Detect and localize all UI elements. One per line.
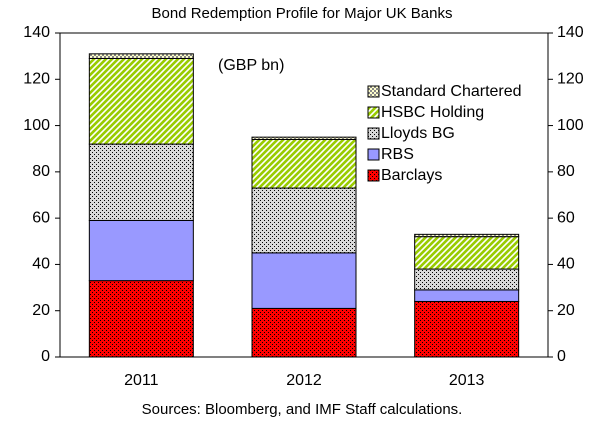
bar-segment — [251, 187, 357, 254]
legend-swatch — [367, 85, 380, 98]
source-note: Sources: Bloomberg, and IMF Staff calcul… — [142, 401, 463, 418]
bar-segment — [251, 136, 357, 140]
y-tick-label: 40 — [32, 256, 50, 273]
y-tick-label: 140 — [23, 24, 50, 41]
chart-title: Bond Redemption Profile for Major UK Ban… — [152, 5, 453, 22]
y2-tick-label: 120 — [557, 71, 584, 88]
x-tick-label: 2013 — [449, 372, 485, 389]
y-tick-label: 120 — [23, 71, 50, 88]
annotation: (GBP bn) — [218, 57, 284, 74]
legend-swatch — [367, 127, 380, 140]
legend-label: RBS — [381, 146, 414, 163]
legend-label: Standard Chartered — [381, 83, 522, 100]
bar-segment — [414, 268, 520, 291]
y-tick-label: 100 — [23, 117, 50, 134]
bar-segment — [88, 219, 194, 282]
y2-tick-label: 40 — [557, 256, 575, 273]
bar-segment — [414, 236, 520, 270]
y2-tick-label: 100 — [557, 117, 584, 134]
y2-tick-label: 60 — [557, 209, 575, 226]
x-tick-label: 2012 — [286, 372, 322, 389]
y2-tick-label: 0 — [557, 348, 566, 365]
y-tick-label: 60 — [32, 209, 50, 226]
bar-segment — [88, 143, 194, 221]
legend-swatch — [367, 148, 380, 161]
y-tick-label: 0 — [41, 348, 50, 365]
legend-swatch — [367, 106, 380, 119]
y2-tick-label: 140 — [557, 24, 584, 41]
y2-tick-label: 80 — [557, 163, 575, 180]
bar-segment — [251, 138, 357, 189]
bar-segment — [414, 289, 520, 302]
bar-segment — [414, 300, 520, 358]
y-tick-label: 80 — [32, 163, 50, 180]
y2-tick-label: 20 — [557, 302, 575, 319]
legend-label: Lloyds BG — [381, 125, 455, 142]
bar-segment — [251, 307, 357, 358]
bar-segment — [88, 53, 194, 59]
bar-segment — [414, 233, 520, 238]
bar-segment — [88, 280, 194, 358]
x-tick-label: 2011 — [124, 372, 159, 389]
bar-segment — [88, 57, 194, 145]
legend-label: Barclays — [381, 167, 442, 184]
y-tick-label: 20 — [32, 302, 50, 319]
legend-label: HSBC Holding — [381, 104, 484, 121]
bar-segment — [251, 252, 357, 309]
legend-swatch — [367, 169, 380, 182]
